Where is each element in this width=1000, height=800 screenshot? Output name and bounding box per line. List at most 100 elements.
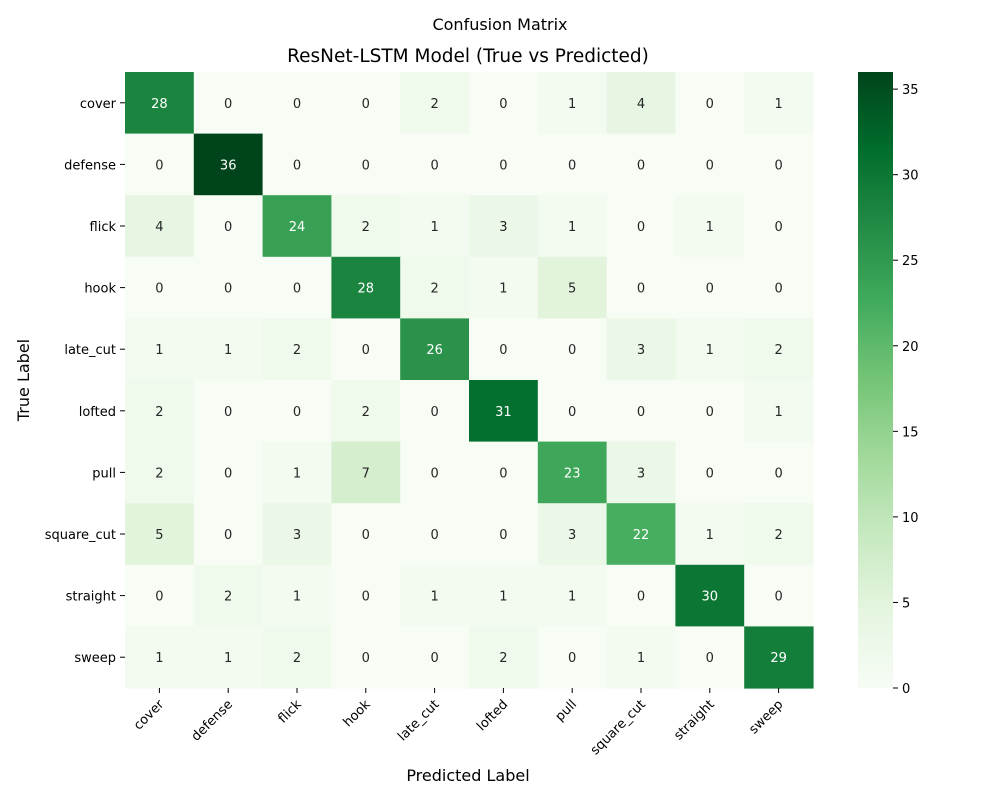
heatmap-cell [606, 503, 676, 566]
heatmap-cell-value: 1 [568, 97, 576, 112]
x-axis-label: Predicted Label [406, 766, 529, 785]
heatmap-cell-value: 0 [430, 528, 438, 543]
heatmap-cell-value: 0 [224, 405, 232, 420]
x-tick-label: straight [671, 697, 717, 743]
heatmap-cell-value: 0 [568, 405, 576, 420]
heatmap-cell [262, 256, 332, 319]
heatmap-cell [400, 380, 470, 443]
heatmap-cell [744, 256, 814, 319]
heatmap-cell-value: 0 [155, 282, 163, 297]
colorbar [858, 72, 893, 688]
heatmap-cell [537, 72, 608, 135]
heatmap-cell [262, 318, 332, 381]
heatmap-cell [675, 503, 745, 566]
heatmap-cell [537, 318, 608, 381]
heatmap-cell-value: 0 [568, 651, 576, 666]
y-tick-label: straight [66, 590, 116, 605]
heatmap-cell-value: 24 [289, 220, 306, 235]
x-tick-label: late_cut [395, 697, 442, 744]
heatmap-cell-value: 26 [426, 343, 443, 358]
x-tick-label: hook [341, 697, 374, 730]
heatmap-cell-value: 2 [224, 590, 232, 605]
heatmap-cell-value: 0 [774, 590, 782, 605]
heatmap-cell [537, 441, 608, 504]
heatmap-cell-value: 0 [430, 405, 438, 420]
heatmap-cell [125, 72, 195, 135]
heatmap-cell-value: 0 [224, 282, 232, 297]
heatmap-cell-value: 0 [293, 97, 301, 112]
heatmap-cell-value: 0 [224, 220, 232, 235]
heatmap-cell [262, 195, 332, 258]
heatmap-cell [331, 564, 401, 627]
heatmap-cell-value: 0 [499, 97, 507, 112]
heatmap-cell-value: 1 [774, 97, 782, 112]
heatmap-cell-value: 0 [499, 343, 507, 358]
heatmap-cell [193, 380, 264, 443]
heatmap-cell-value: 2 [362, 220, 370, 235]
heatmap-cell-value: 1 [706, 528, 714, 543]
heatmap-cell [606, 318, 676, 381]
heatmap-cell [331, 318, 401, 381]
y-tick-label: square_cut [45, 528, 116, 543]
chart-title: ResNet-LSTM Model (True vs Predicted) [287, 46, 649, 67]
y-tick-label: defense [64, 158, 116, 173]
heatmap-cell [606, 256, 676, 319]
heatmap-cell [193, 318, 264, 381]
heatmap-cell-value: 3 [637, 343, 645, 358]
heatmap-cell-value: 1 [224, 343, 232, 358]
heatmap-cell-value: 0 [637, 158, 645, 173]
heatmap-cell [469, 195, 539, 258]
heatmap-cell [125, 441, 195, 504]
heatmap-cell-value: 2 [774, 528, 782, 543]
colorbar-tick-label: 5 [902, 596, 910, 611]
y-tick-label: sweep [74, 651, 116, 666]
heatmap-cell-value: 5 [568, 282, 576, 297]
heatmap-cell [744, 564, 814, 627]
heatmap-cell-value: 0 [637, 590, 645, 605]
heatmap-cell [744, 626, 814, 689]
heatmap-cell [469, 133, 539, 196]
heatmap-cell-value: 0 [362, 343, 370, 358]
heatmap-cell-value: 0 [706, 97, 714, 112]
heatmap-cell [675, 441, 745, 504]
heatmap-cell-value: 1 [568, 590, 576, 605]
heatmap-cell [125, 195, 195, 258]
heatmap-cell-value: 0 [706, 405, 714, 420]
chart-suptitle: Confusion Matrix [432, 15, 567, 34]
heatmap-cell-value: 1 [155, 343, 163, 358]
heatmap-cell [469, 318, 539, 381]
heatmap-cell [744, 133, 814, 196]
heatmap-cell [262, 503, 332, 566]
heatmap-cell-value: 2 [293, 651, 301, 666]
heatmap-cell [537, 133, 608, 196]
heatmap-cell-value: 0 [499, 528, 507, 543]
heatmap-cell-value: 0 [362, 158, 370, 173]
heatmap-cell-value: 2 [155, 405, 163, 420]
x-tick-label: square_cut [588, 697, 649, 758]
heatmap-cell [262, 441, 332, 504]
heatmap-cell [675, 133, 745, 196]
heatmap-cell-value: 22 [633, 528, 650, 543]
heatmap-cell-value: 0 [155, 590, 163, 605]
heatmap-cell [606, 133, 676, 196]
x-tick-label: lofted [474, 697, 511, 734]
heatmap-cell-value: 0 [362, 590, 370, 605]
heatmap-cell [744, 195, 814, 258]
heatmap-cell [400, 256, 470, 319]
heatmap-cell-value: 0 [293, 282, 301, 297]
heatmap-cell-value: 3 [568, 528, 576, 543]
heatmap-cell [675, 195, 745, 258]
heatmap-cell-value: 31 [495, 405, 512, 420]
x-tick-label: pull [553, 697, 580, 724]
heatmap-cell-value: 2 [430, 282, 438, 297]
heatmap-cell [331, 195, 401, 258]
heatmap-cell [606, 564, 676, 627]
colorbar-ticks: 0 5 10 15 20 25 30 35 [893, 83, 919, 697]
heatmap-cell-value: 1 [224, 651, 232, 666]
heatmap-cell-value: 0 [362, 97, 370, 112]
heatmap-cell-value: 3 [293, 528, 301, 543]
heatmap-cell [675, 256, 745, 319]
heatmap-cell-value: 0 [774, 158, 782, 173]
heatmap-cell-value: 0 [774, 282, 782, 297]
heatmap-cell [400, 564, 470, 627]
